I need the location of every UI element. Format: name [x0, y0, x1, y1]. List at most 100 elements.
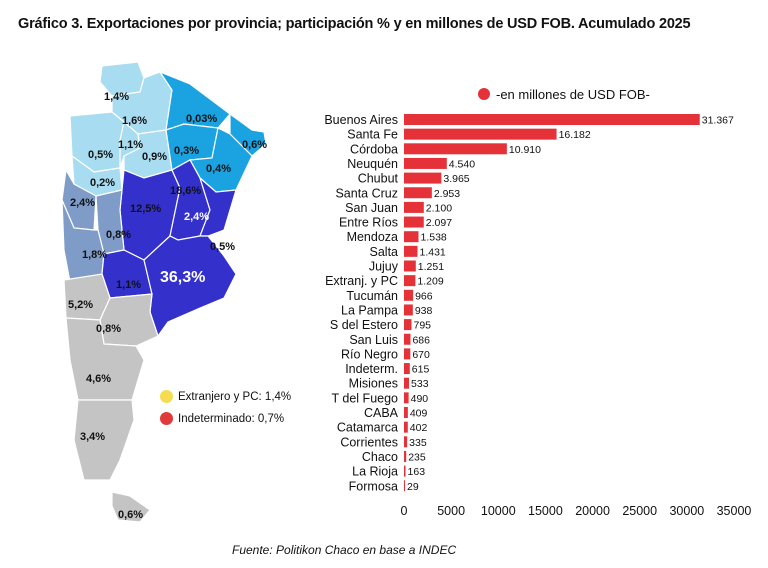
bar-value-label: 1.251	[418, 261, 444, 273]
bar-value-label: 4.540	[449, 158, 475, 170]
bar-value-label: 615	[412, 364, 430, 376]
bar-value-label: 2.100	[426, 202, 452, 214]
bar-value-label: 1.431	[419, 246, 445, 258]
map-label-caba: 0,5%	[210, 241, 235, 253]
bar-value-label: 3.965	[443, 173, 469, 185]
bar	[404, 114, 700, 125]
category-label: Santa Fe	[347, 128, 398, 142]
bar	[404, 304, 413, 316]
bar	[404, 465, 406, 477]
red-dot-icon	[160, 412, 173, 425]
x-tick-label: 0	[401, 504, 408, 518]
chart-legend-label: -en millones de USD FOB-	[496, 87, 650, 102]
category-label: Salta	[370, 245, 399, 259]
bar	[404, 377, 410, 389]
bar-chart: -en millones de USD FOB- Buenos Aires 31.…	[324, 87, 752, 518]
bar-value-label: 533	[411, 378, 429, 390]
bar	[404, 392, 409, 404]
category-label: S del Estero	[330, 318, 398, 332]
map-label-cordoba: 12,5%	[130, 203, 161, 215]
chart-title: Gráfico 3. Exportaciones por provincia; …	[18, 16, 691, 32]
map-label-entrerios: 2,4%	[184, 211, 209, 223]
bar-value-label: 235	[408, 451, 426, 463]
legend-indeterminado: Indeterminado: 0,7%	[160, 412, 284, 425]
category-label: Buenos Aires	[324, 113, 398, 127]
map-label-sanjuan: 2,4%	[70, 197, 95, 209]
bar	[404, 480, 405, 492]
bar-value-label: 670	[412, 349, 430, 361]
legend-red-dot-icon	[478, 88, 490, 100]
legend-indeterminado-label: Indeterminado: 0,7%	[178, 412, 285, 425]
bar-value-label: 1.538	[421, 232, 447, 244]
bar-value-label: 163	[408, 466, 426, 478]
category-label: Córdoba	[350, 142, 398, 156]
source-note: Fuente: Politikon Chaco en base a INDEC	[232, 543, 457, 557]
bar-value-label: 938	[415, 305, 433, 317]
map-label-catamarca: 0,5%	[88, 149, 113, 161]
bar	[404, 143, 507, 155]
bar-value-label: 409	[410, 408, 428, 420]
province-chubut	[65, 317, 145, 401]
map-label-corrientes: 0,4%	[206, 163, 231, 175]
bar	[404, 363, 410, 375]
map-label-santafe: 18,6%	[170, 185, 201, 197]
bar-value-label: 966	[415, 290, 433, 302]
x-tick-label: 20000	[575, 504, 610, 518]
map-label-sanluis: 0,8%	[106, 229, 131, 241]
bar	[404, 260, 416, 272]
bar-value-label: 31.367	[702, 115, 734, 127]
category-label: Misiones	[349, 377, 398, 391]
bar	[404, 172, 442, 184]
x-tick-label: 5000	[437, 504, 465, 518]
bar	[404, 201, 424, 213]
argentina-map: 1,4% 1,6% 0,03% 1,1% 0,5% 0,9% 0,3% 0,6%…	[61, 61, 267, 523]
map-label-misiones: 0,6%	[242, 139, 267, 151]
bar-value-label: 795	[413, 320, 431, 332]
map-label-lapampa: 1,1%	[116, 279, 141, 291]
bar	[404, 289, 414, 301]
category-label: San Luis	[349, 333, 398, 347]
bar	[404, 436, 408, 448]
category-label: Santa Cruz	[335, 186, 398, 200]
bar	[404, 245, 418, 257]
bar	[404, 128, 557, 140]
category-label: Chaco	[362, 450, 398, 464]
bar-value-label: 1.209	[417, 276, 443, 288]
province-santacruz	[73, 399, 135, 481]
bar	[404, 231, 419, 243]
legend-extranjero-label: Extranjero y PC: 1,4%	[178, 390, 292, 403]
map-label-salta: 1,6%	[122, 115, 147, 127]
map-label-larioja: 0,2%	[90, 177, 115, 189]
bar	[404, 275, 416, 287]
category-label: Corrientes	[340, 435, 398, 449]
category-label: Jujuy	[369, 260, 399, 274]
category-label: T del Fuego	[332, 391, 399, 405]
map-label-chaco: 0,3%	[174, 145, 199, 157]
category-label: Indeterm.	[345, 362, 398, 376]
category-label: Chubut	[358, 172, 399, 186]
category-label: Formosa	[349, 479, 398, 493]
map-label-tucuman: 1,1%	[118, 139, 143, 151]
category-label: Río Negro	[341, 347, 398, 361]
bar-value-label: 402	[410, 422, 428, 434]
x-tick-label: 10000	[481, 504, 516, 518]
map-label-tdelfuego: 0,6%	[118, 509, 143, 521]
map-label-sdelestero: 0,9%	[142, 151, 167, 163]
bar	[404, 187, 432, 199]
bar-value-label: 335	[409, 437, 427, 449]
category-label: Extranj. y PC	[325, 274, 398, 288]
map-label-mendoza: 1,8%	[82, 249, 107, 261]
yellow-dot-icon	[160, 390, 173, 403]
x-tick-label: 15000	[528, 504, 563, 518]
map-label-santacruz: 3,4%	[80, 431, 105, 443]
bar-value-label: 686	[412, 334, 430, 346]
map-label-neuquen: 5,2%	[68, 299, 93, 311]
x-tick-label: 35000	[717, 504, 752, 518]
category-label: Tucumán	[346, 289, 398, 303]
x-tick-label: 30000	[669, 504, 704, 518]
bar	[404, 157, 447, 169]
bar-value-label: 16.182	[559, 129, 591, 141]
province-tdelfuego	[111, 491, 151, 523]
category-label: Catamarca	[337, 421, 398, 435]
bar-value-label: 490	[411, 393, 429, 405]
